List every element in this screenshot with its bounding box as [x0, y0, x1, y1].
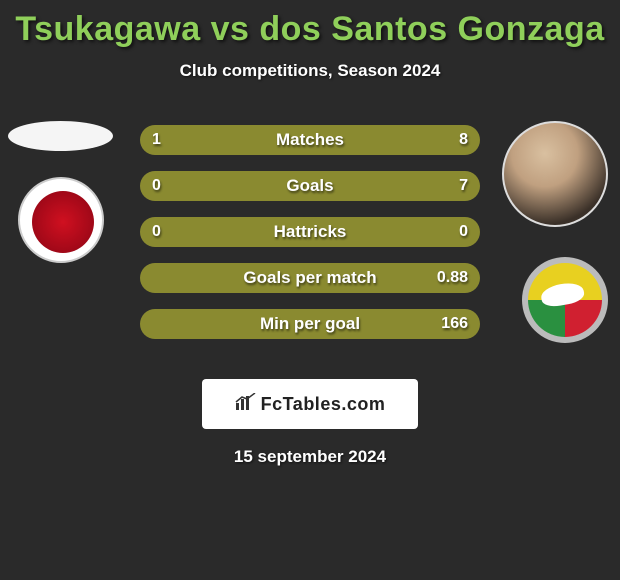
stat-row-goals: 0 Goals 7	[140, 171, 480, 201]
stat-label: Goals per match	[140, 263, 480, 293]
player-left-avatar	[8, 121, 113, 151]
stat-right-value: 7	[459, 171, 468, 201]
stat-right-value: 166	[441, 309, 468, 339]
stat-bars: 1 Matches 8 0 Goals 7 0 Hattricks 0 Goal…	[140, 125, 480, 355]
comparison-area: 1 Matches 8 0 Goals 7 0 Hattricks 0 Goal…	[0, 111, 620, 371]
club-right-badge-inner	[528, 263, 602, 337]
stat-label: Matches	[140, 125, 480, 155]
page-title: Tsukagawa vs dos Santos Gonzaga	[0, 0, 620, 49]
club-left-badge	[18, 177, 104, 263]
stat-right-value: 8	[459, 125, 468, 155]
stat-row-hattricks: 0 Hattricks 0	[140, 217, 480, 247]
footer-date: 15 september 2024	[0, 447, 620, 467]
stat-label: Min per goal	[140, 309, 480, 339]
chart-icon	[235, 393, 257, 416]
stat-label: Goals	[140, 171, 480, 201]
stat-right-value: 0	[459, 217, 468, 247]
stat-label: Hattricks	[140, 217, 480, 247]
stat-right-value: 0.88	[437, 263, 468, 293]
player-right-avatar	[502, 121, 608, 227]
site-logo-box: FcTables.com	[202, 379, 418, 429]
stat-row-goals-per-match: Goals per match 0.88	[140, 263, 480, 293]
site-name: FcTables.com	[261, 394, 386, 415]
club-left-badge-inner	[32, 191, 94, 253]
club-right-badge	[522, 257, 608, 343]
stat-row-matches: 1 Matches 8	[140, 125, 480, 155]
stat-row-min-per-goal: Min per goal 166	[140, 309, 480, 339]
page-subtitle: Club competitions, Season 2024	[0, 61, 620, 81]
